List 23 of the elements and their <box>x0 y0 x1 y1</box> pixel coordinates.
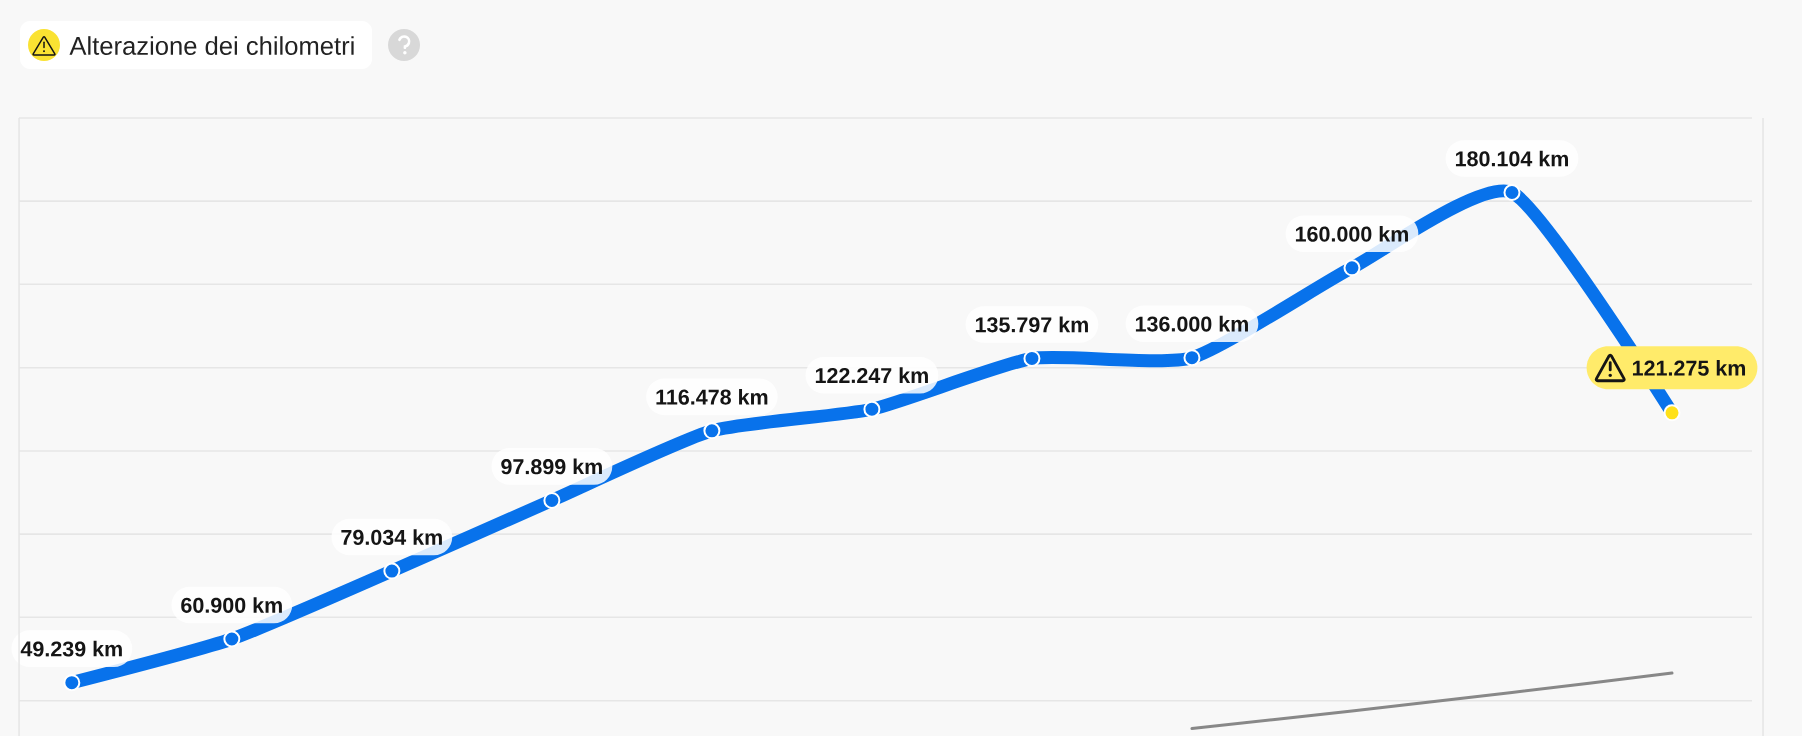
data-label: 160.000 km <box>1295 225 1408 242</box>
point <box>863 400 881 418</box>
point <box>1503 184 1521 202</box>
point <box>543 491 561 509</box>
data-label: 121.275 km <box>1632 360 1746 376</box>
data-label: 135.797 km <box>975 316 1088 333</box>
point <box>1023 349 1041 367</box>
data-label: 97.899 km <box>501 458 602 475</box>
data-label: 60.900 km <box>181 597 282 613</box>
data-label: 49.239 km <box>20 640 122 657</box>
chart-title: Alterazione dei chilometri <box>69 36 354 55</box>
point <box>703 422 721 440</box>
point <box>1183 349 1201 367</box>
data-label: 116.478 km <box>656 388 768 405</box>
point <box>383 562 401 580</box>
point <box>1663 404 1681 422</box>
data-label: 79.034 km <box>341 529 442 546</box>
point <box>63 674 81 692</box>
data-label: 180.104 km <box>1455 150 1568 167</box>
data-label: 122.247 km <box>815 367 928 383</box>
data-label: 136.000 km <box>1135 315 1248 332</box>
point <box>1343 259 1361 277</box>
point <box>223 630 241 648</box>
